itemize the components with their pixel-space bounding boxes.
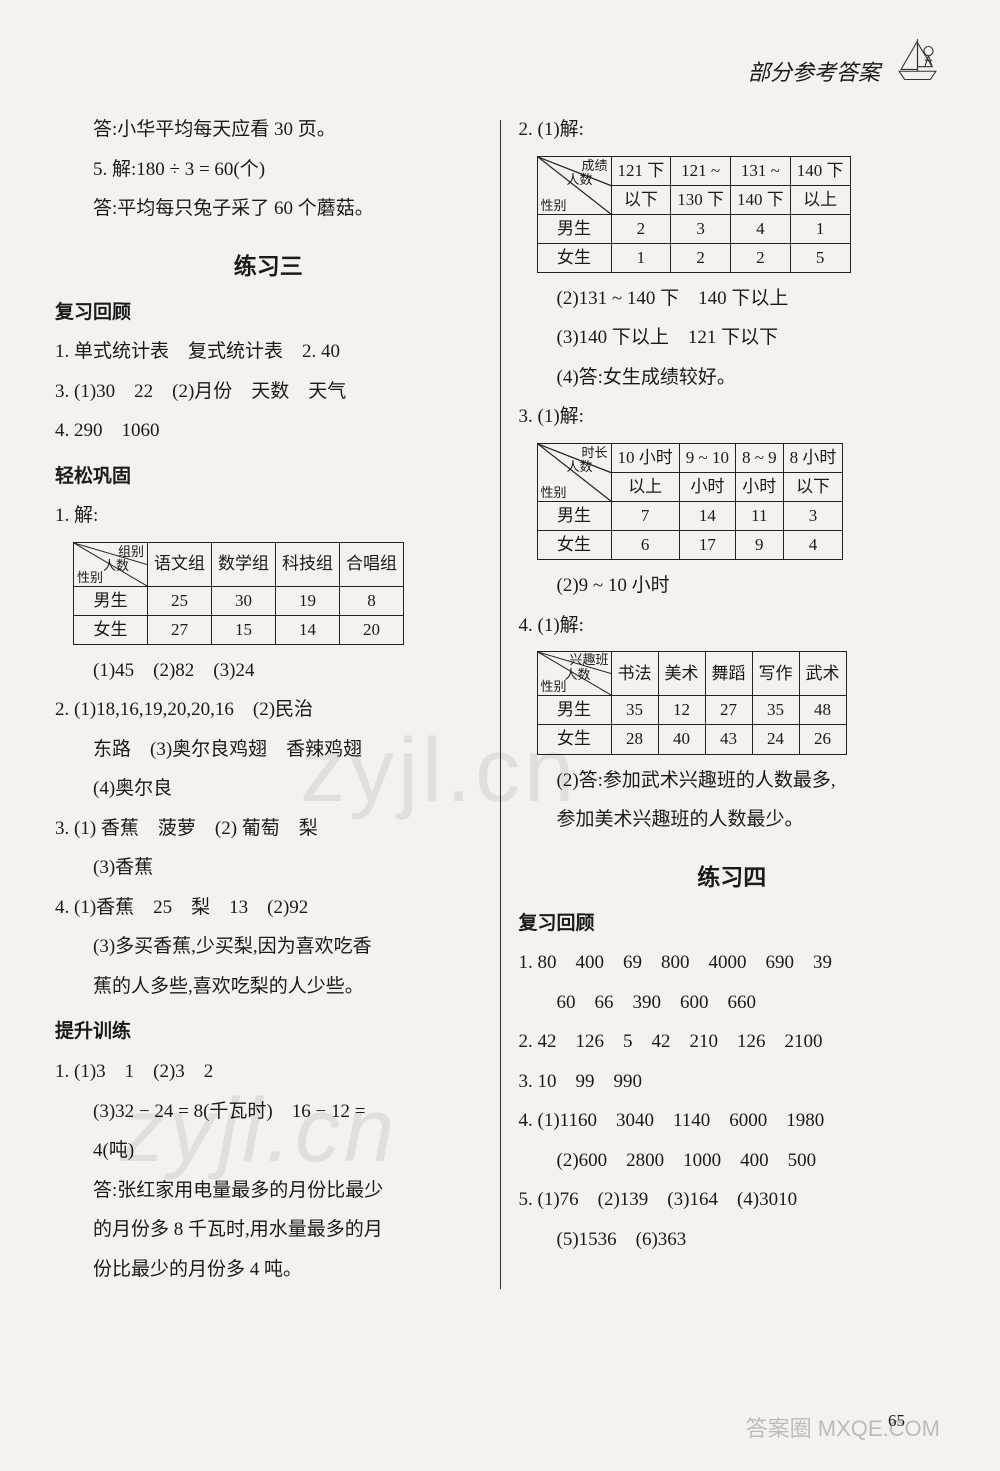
text-line: 蕉的人多些,喜欢吃梨的人少些。	[55, 967, 482, 1007]
table-4: 兴趣班 人数 性别 书法美术舞蹈写作武术 男生3512273548 女生2840…	[537, 651, 847, 754]
text-line: (4)奥尔良	[55, 769, 482, 809]
subheading: 提升训练	[55, 1012, 482, 1052]
text-line: (2)600 2800 1000 400 500	[519, 1141, 946, 1181]
text-line: 1. 80 400 69 800 4000 690 39	[519, 943, 946, 983]
text-line: 1. 解:	[55, 496, 482, 536]
section-title: 练习三	[55, 247, 482, 281]
text-line: 4. (1)解:	[519, 606, 946, 646]
text-line: 份比最少的月份多 4 吨。	[55, 1250, 482, 1290]
text-line: (3)140 下以上 121 下以下	[519, 318, 946, 358]
text-line: 东路 (3)奥尔良鸡翅 香辣鸡翅	[55, 730, 482, 770]
text-line: (2)131 ~ 140 下 140 下以上	[519, 279, 946, 319]
text-line: (3)香蕉	[55, 848, 482, 888]
col-header: 合唱组	[340, 542, 404, 586]
col-header: 科技组	[276, 542, 340, 586]
table-row: 男生714113	[537, 502, 843, 531]
text-line: 2. 42 126 5 42 210 126 2100	[519, 1022, 946, 1062]
text-line: 60 66 390 600 660	[519, 983, 946, 1023]
page-header: 部分参考答案	[748, 55, 880, 87]
table-1: 组别 人数 性别 语文组 数学组 科技组 合唱组 男生2530198 女生271…	[73, 542, 404, 645]
text-line: (4)答:女生成绩较好。	[519, 358, 946, 398]
text-line: 3. (1) 香蕉 菠萝 (2) 葡萄 梨	[55, 809, 482, 849]
text-line: 答:张红家用电量最多的月份比最少	[55, 1171, 482, 1211]
text-line: (2)9 ~ 10 小时	[519, 566, 946, 606]
subheading: 轻松巩固	[55, 457, 482, 497]
text-line: (3)32 − 24 = 8(千瓦时) 16 − 12 =	[55, 1092, 482, 1132]
right-column: 2. (1)解: 成绩 人数 性别 121 下121 ~131 ~140 下 以…	[519, 110, 946, 1289]
text-line: 1. (1)3 1 (2)3 2	[55, 1052, 482, 1092]
corner-watermark: 答案圈 MXQE.COM	[746, 1411, 940, 1443]
table-2: 成绩 人数 性别 121 下121 ~131 ~140 下 以下130 下140…	[537, 156, 851, 273]
text-line: (3)多买香蕉,少买梨,因为喜欢吃香	[55, 927, 482, 967]
sailboat-icon	[890, 30, 945, 85]
text-line: 4. (1)香蕉 25 梨 13 (2)92	[55, 888, 482, 928]
table-row: 女生27151420	[74, 615, 404, 644]
text-line: (5)1536 (6)363	[519, 1220, 946, 1260]
left-column: 答:小华平均每天应看 30 页。 5. 解:180 ÷ 3 = 60(个) 答:…	[55, 110, 482, 1289]
text-line: (1)45 (2)82 (3)24	[55, 651, 482, 691]
text-line: 4. 290 1060	[55, 411, 482, 451]
table-row: 女生1225	[537, 243, 850, 272]
table-3: 时长 人数 性别 10 小时9 ~ 108 ~ 98 小时 以上小时小时以下 男…	[537, 443, 844, 560]
subheading: 复习回顾	[55, 293, 482, 333]
text-line: 2. (1)解:	[519, 110, 946, 150]
diag-header: 时长 人数 性别	[537, 443, 611, 501]
text-line: 答:平均每只兔子采了 60 个蘑菇。	[55, 189, 482, 229]
column-divider	[500, 120, 501, 1289]
text-line: 2. (1)18,16,19,20,20,16 (2)民治	[55, 690, 482, 730]
table-row: 男生3512273548	[537, 696, 846, 725]
diag-header: 兴趣班 人数 性别	[537, 652, 611, 696]
col-header: 数学组	[212, 542, 276, 586]
text-line: 3. (1)30 22 (2)月份 天数 天气	[55, 372, 482, 412]
text-line: 3. (1)解:	[519, 397, 946, 437]
col-header: 语文组	[148, 542, 212, 586]
text-line: 3. 10 99 990	[519, 1062, 946, 1102]
text-line: 5. 解:180 ÷ 3 = 60(个)	[55, 150, 482, 190]
diag-header: 组别 人数 性别	[74, 542, 148, 586]
table-row: 女生2840432426	[537, 725, 846, 754]
text-line: 答:小华平均每天应看 30 页。	[55, 110, 482, 150]
section-title: 练习四	[519, 858, 946, 892]
text-line: 4. (1)1160 3040 1140 6000 1980	[519, 1101, 946, 1141]
table-row: 男生2341	[537, 214, 850, 243]
table-row: 男生2530198	[74, 586, 404, 615]
diag-header: 成绩 人数 性别	[537, 156, 611, 214]
text-line: (2)答:参加武术兴趣班的人数最多,	[519, 761, 946, 801]
subheading: 复习回顾	[519, 904, 946, 944]
text-line: 1. 单式统计表 复式统计表 2. 40	[55, 332, 482, 372]
table-row: 女生61794	[537, 531, 843, 560]
text-line: 的月份多 8 千瓦时,用水量最多的月	[55, 1210, 482, 1250]
text-line: 4(吨)	[55, 1131, 482, 1171]
text-line: 参加美术兴趣班的人数最少。	[519, 800, 946, 840]
text-line: 5. (1)76 (2)139 (3)164 (4)3010	[519, 1180, 946, 1220]
